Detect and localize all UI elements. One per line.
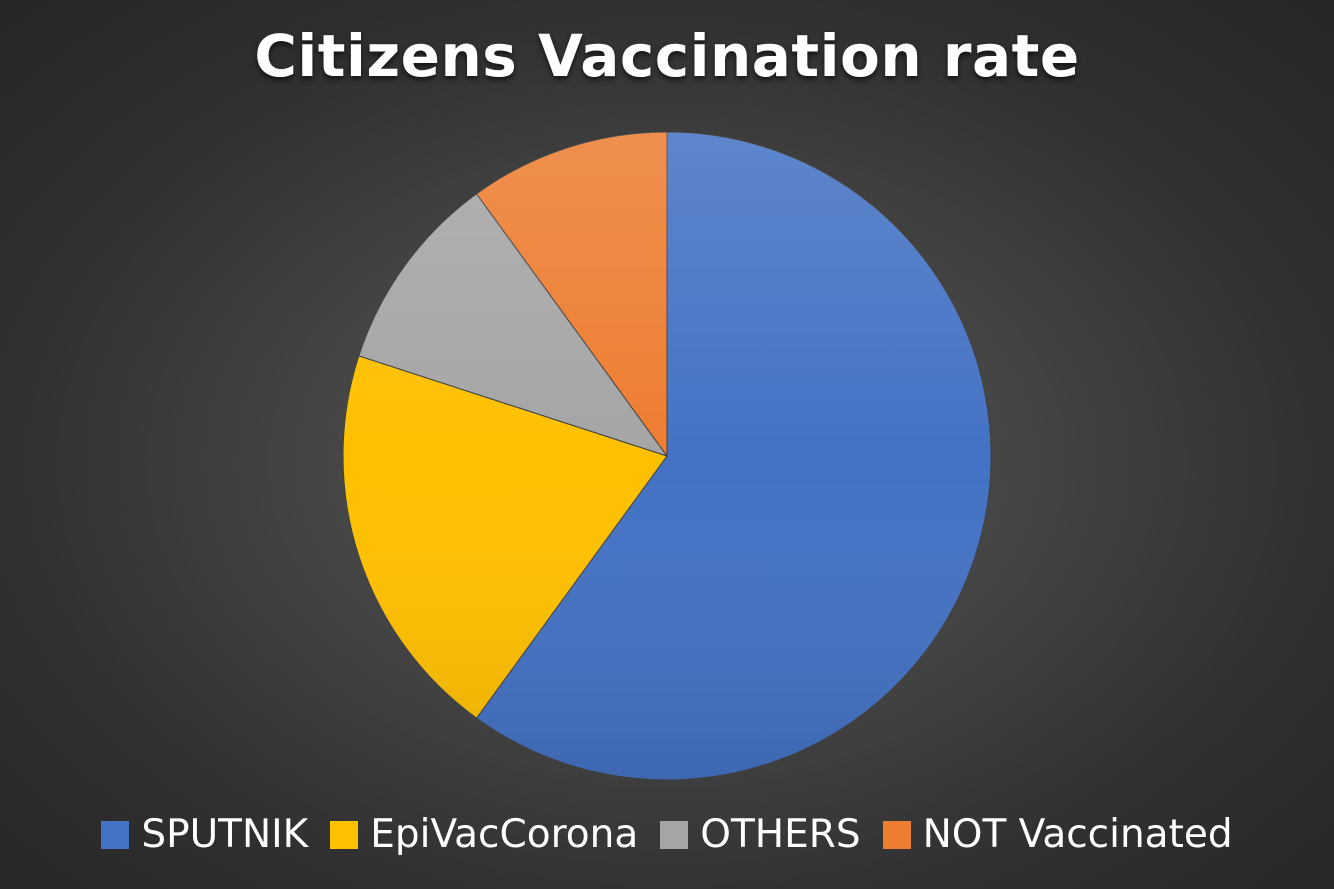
legend-label-sputnik: SPUTNIK (141, 812, 309, 857)
legend-item-epivaccorona: EpiVacCorona (330, 812, 638, 857)
legend-swatch-not-vaccinated (882, 820, 911, 849)
legend-item-others: OTHERS (660, 812, 861, 857)
legend-item-sputnik: SPUTNIK (101, 812, 308, 857)
legend-item-not-vaccinated: NOT Vaccinated (882, 812, 1233, 857)
legend-swatch-epivaccorona (330, 820, 359, 849)
legend-swatch-sputnik (101, 820, 130, 849)
legend-label-not-vaccinated: NOT Vaccinated (922, 812, 1233, 857)
legend: SPUTNIK EpiVacCorona OTHERS NOT Vaccinat… (0, 812, 1334, 857)
legend-label-others: OTHERS (700, 812, 861, 857)
legend-label-epivaccorona: EpiVacCorona (370, 812, 639, 857)
legend-swatch-others (660, 820, 689, 849)
pie-slices (342, 131, 992, 781)
chart-title: Citizens Vaccination rate (254, 22, 1080, 90)
